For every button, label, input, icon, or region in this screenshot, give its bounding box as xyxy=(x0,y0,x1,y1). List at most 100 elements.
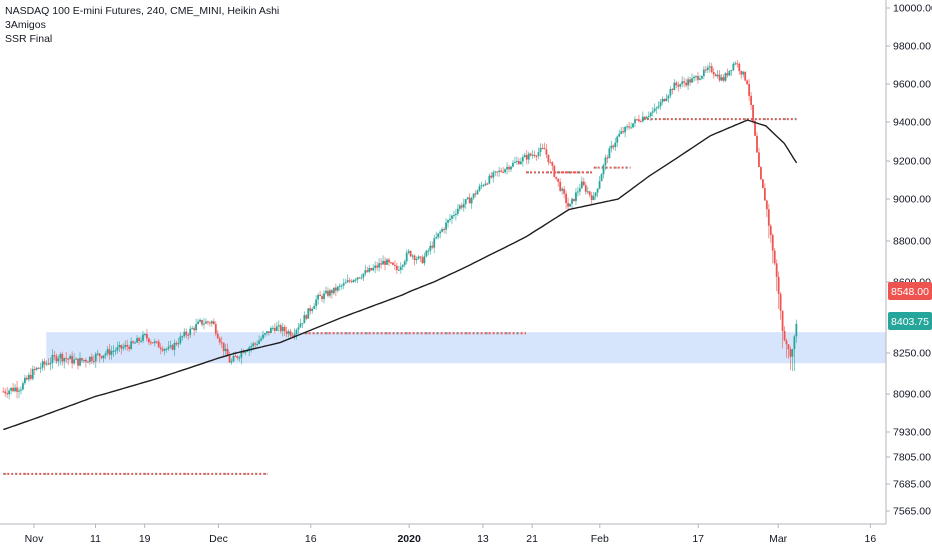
candle-377 xyxy=(744,71,747,81)
candle-347 xyxy=(685,82,688,86)
candle-188 xyxy=(372,268,375,271)
candle-292 xyxy=(577,191,579,193)
candle-348 xyxy=(687,79,690,86)
candle-80 xyxy=(159,347,162,350)
candle-102 xyxy=(203,323,205,325)
candle-403 xyxy=(795,323,798,337)
candle-353 xyxy=(697,76,699,80)
candle-62 xyxy=(124,344,127,348)
candle-238 xyxy=(470,197,473,204)
candle-98 xyxy=(195,324,198,331)
candle-317 xyxy=(626,126,629,128)
candle-290 xyxy=(573,198,575,201)
candle-265 xyxy=(523,155,526,158)
candle-14 xyxy=(29,374,32,379)
candle-308 xyxy=(608,148,611,159)
candle-301 xyxy=(594,192,597,197)
candle-38 xyxy=(77,358,79,366)
candle-254 xyxy=(502,171,505,173)
candle-86 xyxy=(171,345,174,350)
candle-281 xyxy=(555,176,558,179)
candle-130 xyxy=(258,340,260,344)
candle-122 xyxy=(242,351,245,353)
candle-402 xyxy=(793,336,796,350)
y-tick-label-2: 9600.00 xyxy=(893,79,931,91)
candle-23 xyxy=(47,363,50,365)
candle-268 xyxy=(529,153,532,156)
candle-153 xyxy=(303,315,306,324)
candle-354 xyxy=(699,78,701,80)
candle-172 xyxy=(340,285,343,287)
candle-187 xyxy=(370,267,373,271)
candle-330 xyxy=(651,111,654,113)
candle-190 xyxy=(376,265,379,268)
candle-111 xyxy=(220,342,223,344)
candle-193 xyxy=(382,260,384,265)
moving-average-layer xyxy=(3,119,798,431)
candle-20 xyxy=(41,361,44,368)
candle-67 xyxy=(134,342,137,344)
candle-230 xyxy=(454,213,457,216)
candle-399 xyxy=(787,344,790,350)
candle-212 xyxy=(419,256,422,258)
candle-264 xyxy=(521,157,524,162)
candle-349 xyxy=(689,79,691,83)
candle-89 xyxy=(177,343,180,345)
candle-273 xyxy=(539,147,542,152)
candle-49 xyxy=(98,353,101,357)
candle-105 xyxy=(208,322,211,324)
candle-48 xyxy=(96,353,99,355)
candle-107 xyxy=(212,321,215,325)
candle-257 xyxy=(508,166,510,170)
candle-289 xyxy=(571,198,573,204)
candle-365 xyxy=(720,77,723,81)
candle-64 xyxy=(128,346,131,350)
candle-162 xyxy=(321,296,323,300)
candle-21 xyxy=(43,361,46,365)
candle-248 xyxy=(490,175,493,178)
candle-146 xyxy=(289,331,292,336)
candle-271 xyxy=(535,155,538,157)
candle-158 xyxy=(313,306,316,309)
candle-92 xyxy=(183,331,186,337)
indicator-3amigos[interactable]: 3Amigos xyxy=(5,19,46,31)
candle-5 xyxy=(12,387,14,392)
candle-288 xyxy=(569,203,571,207)
candle-336 xyxy=(663,98,666,101)
candle-87 xyxy=(173,342,176,350)
candle-8 xyxy=(18,390,20,392)
indicator-ssr-final[interactable]: SSR Final xyxy=(5,33,53,45)
candle-52 xyxy=(104,353,107,356)
candle-305 xyxy=(602,165,605,175)
candle-186 xyxy=(368,267,371,272)
candle-313 xyxy=(618,133,621,137)
candle-221 xyxy=(437,233,440,238)
candle-159 xyxy=(315,299,318,307)
candle-352 xyxy=(695,76,697,78)
candle-286 xyxy=(565,193,567,204)
candle-315 xyxy=(622,131,625,133)
y-tick-label-12: 7685.00 xyxy=(893,479,931,491)
candle-306 xyxy=(604,157,607,166)
candle-24 xyxy=(49,362,52,365)
candle-237 xyxy=(468,197,471,204)
y-tick-label-11: 7805.00 xyxy=(893,452,931,464)
candle-84 xyxy=(167,346,170,349)
candle-177 xyxy=(350,281,353,283)
candle-70 xyxy=(140,340,142,342)
candle-363 xyxy=(716,74,719,77)
candle-141 xyxy=(279,325,282,332)
symbol-title[interactable]: NASDAQ 100 E-mini Futures, 240, CME_MINI… xyxy=(5,5,280,17)
candle-68 xyxy=(136,338,138,343)
candle-388 xyxy=(765,200,768,210)
candle-65 xyxy=(130,341,133,350)
candle-323 xyxy=(638,119,640,122)
candle-10 xyxy=(22,383,24,390)
candle-3 xyxy=(8,390,11,395)
candle-196 xyxy=(388,259,390,263)
candle-250 xyxy=(494,171,497,173)
candle-192 xyxy=(380,263,383,265)
candle-244 xyxy=(482,185,485,187)
x-tick-label-1: 11 xyxy=(90,533,101,545)
